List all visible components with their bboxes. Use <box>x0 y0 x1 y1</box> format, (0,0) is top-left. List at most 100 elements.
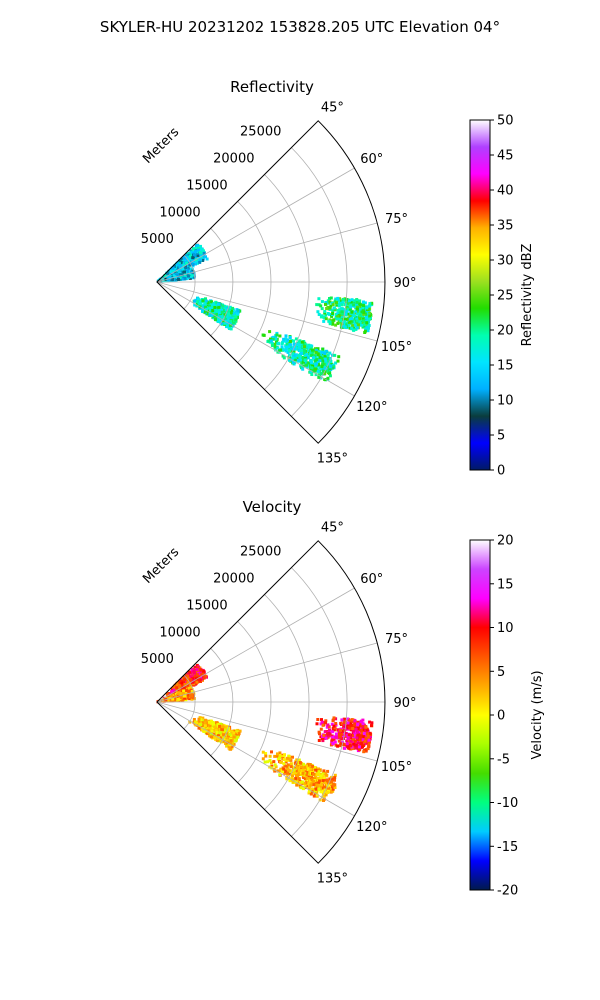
echo-gate <box>286 338 290 342</box>
reflectivity-echo-layer <box>156 243 374 382</box>
echo-gate <box>212 312 216 316</box>
echo-gate <box>236 309 240 313</box>
echo-gate <box>210 311 214 315</box>
echo-gate <box>190 250 194 254</box>
echo-gate <box>238 729 242 733</box>
echo-gate <box>336 744 340 748</box>
echo-gate <box>308 779 312 783</box>
echo-gate <box>225 735 229 739</box>
echo-gate <box>348 326 352 330</box>
echo-gate <box>208 306 212 310</box>
echo-gate <box>231 306 235 310</box>
echo-gate <box>334 323 338 327</box>
echo-gate <box>185 689 189 692</box>
echo-gate <box>324 736 328 740</box>
echo-gate <box>304 779 308 783</box>
colorbar-tick-label: -20 <box>497 884 518 899</box>
echo-gate <box>171 694 175 698</box>
echo-gate <box>214 737 218 741</box>
range-tick-label: 5000 <box>141 232 174 247</box>
echo-gate <box>288 358 291 362</box>
echo-gate <box>176 263 180 267</box>
echo-gate <box>307 777 311 781</box>
echo-gate <box>351 718 355 722</box>
echo-gate <box>336 321 340 325</box>
echo-gate <box>207 731 211 735</box>
echo-gate <box>299 771 303 775</box>
echo-gate <box>316 718 320 721</box>
echo-gate <box>173 265 176 268</box>
echo-gate <box>313 793 317 797</box>
echo-gate <box>332 724 336 728</box>
reflectivity-echo-region <box>261 330 341 382</box>
echo-gate <box>341 297 345 301</box>
echo-gate <box>316 347 320 351</box>
echo-gate <box>302 349 306 352</box>
echo-gate <box>333 299 337 303</box>
echo-gate <box>318 359 322 363</box>
echo-gate <box>338 303 342 307</box>
azimuth-spoke <box>156 701 355 817</box>
echo-gate <box>289 758 293 762</box>
echo-gate <box>321 795 325 799</box>
echo-gate <box>361 722 365 726</box>
echo-gate <box>183 273 187 277</box>
echo-gate <box>306 767 310 771</box>
echo-gate <box>325 725 329 729</box>
echo-gate <box>181 683 184 687</box>
echo-gate <box>300 349 304 353</box>
echo-gate <box>167 269 171 273</box>
echo-gate <box>299 769 303 773</box>
echo-gate <box>185 261 188 265</box>
echo-gate <box>202 728 206 732</box>
range-tick-label: 5000 <box>141 652 174 667</box>
echo-gate <box>354 309 358 313</box>
echo-gate <box>311 764 315 768</box>
echo-gate <box>351 320 354 324</box>
echo-gate <box>285 777 289 781</box>
echo-gate <box>302 364 306 368</box>
range-tick-label: 25000 <box>240 125 281 140</box>
echo-gate <box>353 318 357 322</box>
echo-gate <box>316 352 320 356</box>
echo-gate <box>283 753 286 757</box>
echo-gate <box>166 272 170 276</box>
echo-gate <box>299 786 303 790</box>
echo-gate <box>195 670 199 674</box>
velocity-title: Velocity <box>243 498 302 516</box>
echo-gate <box>177 261 181 264</box>
echo-gate <box>176 692 180 696</box>
echo-gate <box>199 302 203 306</box>
echo-gate <box>222 739 226 743</box>
echo-gate <box>340 312 344 316</box>
echo-gate <box>284 345 288 349</box>
echo-gate <box>203 718 207 722</box>
echo-gate <box>332 716 336 720</box>
echo-gate <box>188 254 192 258</box>
echo-gate <box>216 318 220 321</box>
echo-gate <box>360 323 364 327</box>
echo-gate <box>339 728 342 732</box>
echo-gate <box>310 366 314 370</box>
echo-gate <box>333 773 337 777</box>
echo-gate <box>343 726 347 730</box>
echo-gate <box>348 742 352 746</box>
echo-gate <box>323 364 327 368</box>
echo-gate <box>302 776 306 779</box>
echo-gate <box>322 733 326 737</box>
echo-gate <box>353 311 357 315</box>
echo-gate <box>190 270 193 274</box>
echo-gate <box>362 319 366 323</box>
echo-gate <box>210 313 214 317</box>
velocity-colorbar-ticks: -20 -15 -10 -5 0 5 10 15 20 <box>490 534 518 899</box>
echo-gate <box>196 248 200 252</box>
echo-gate <box>301 360 305 364</box>
echo-gate <box>291 780 295 784</box>
echo-gate <box>179 692 183 696</box>
echo-gate <box>334 723 338 727</box>
reflectivity-colorbar-scale <box>469 119 491 471</box>
echo-gate <box>218 729 222 733</box>
echo-gate <box>357 745 361 749</box>
echo-gate <box>220 308 224 312</box>
echo-gate <box>171 271 175 275</box>
